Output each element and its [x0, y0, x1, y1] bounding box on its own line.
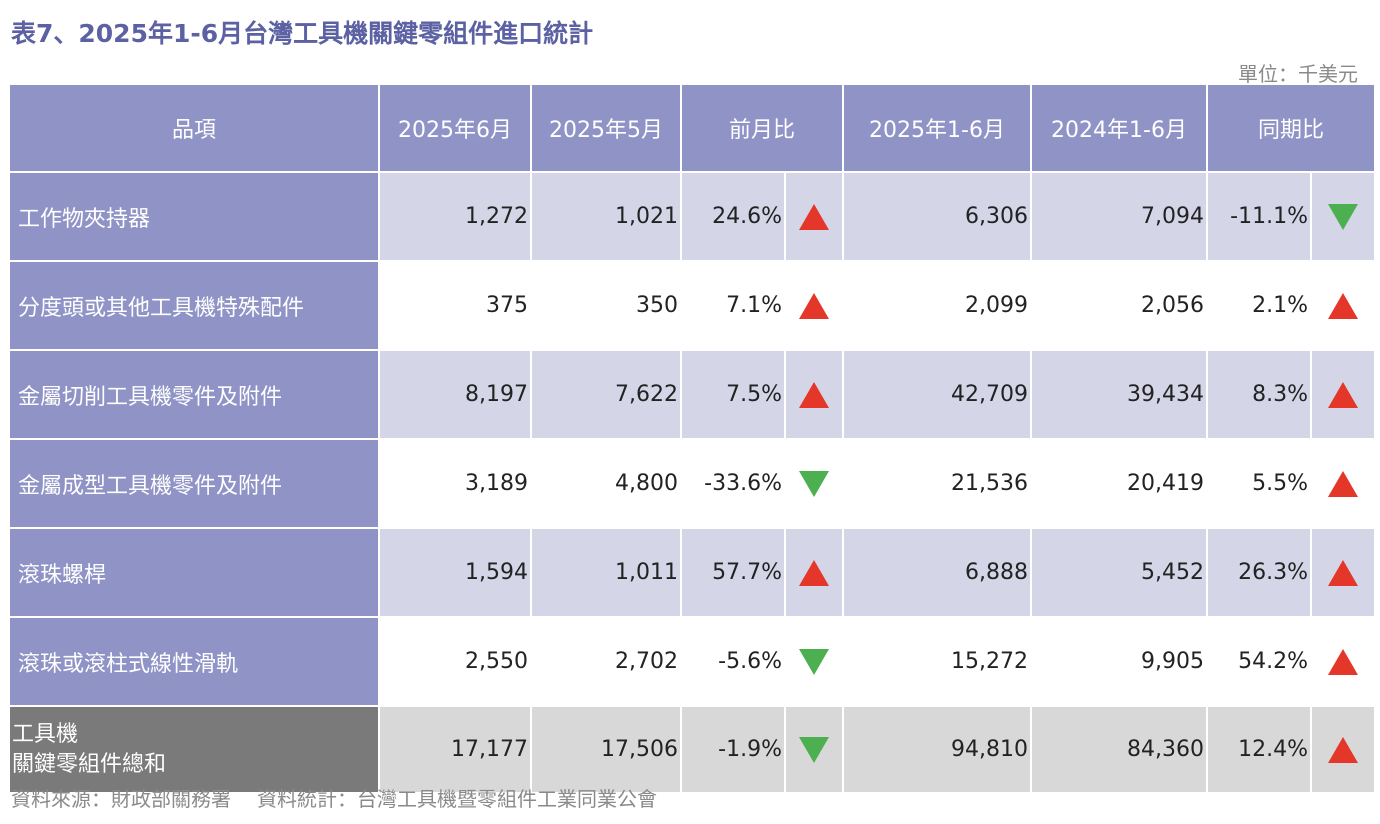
cell-mom: 7.1%	[726, 293, 782, 318]
row-name: 金屬成型工具機零件及附件	[10, 440, 378, 527]
cell-may-2025: 2,702	[615, 649, 678, 674]
row-name: 分度頭或其他工具機特殊配件	[10, 262, 378, 349]
cell-jun-2025: 1,272	[380, 173, 530, 260]
cell-ytd-2024: 39,434	[1032, 351, 1206, 438]
data-source: 資料來源：財政部關務署	[11, 787, 231, 811]
cell-may-2025: 4,800	[615, 471, 678, 496]
cell-ytd-2024: 5,452	[1032, 529, 1206, 616]
cell-mom: -33.6%	[704, 471, 782, 496]
row-name: 工作物夾持器	[10, 173, 378, 260]
cell-ytd-2024: 7,094	[1032, 173, 1206, 260]
total-yoy: 12.4%	[1208, 707, 1310, 792]
mom-arrow-cell	[786, 440, 842, 527]
mom-arrow-cell	[786, 262, 842, 349]
cell-jun-2025: 375	[486, 293, 528, 318]
cell-mom: 7.5%	[682, 351, 784, 438]
trend-up-icon	[1328, 736, 1358, 763]
total-yoy-arrow-cell	[1312, 707, 1374, 792]
trend-up-icon	[1328, 381, 1358, 408]
yoy-arrow-cell	[1312, 440, 1374, 527]
total-may-2025: 17,506	[532, 707, 680, 792]
trend-up-icon	[1328, 470, 1358, 497]
trend-down-icon	[799, 736, 829, 763]
cell-ytd-2025: 6,306	[844, 173, 1030, 260]
cell-ytd-2024: 20,419	[1127, 471, 1204, 496]
trend-up-icon	[799, 203, 829, 230]
header-may-2025: 2025年5月	[532, 85, 680, 171]
total-mom: -1.9%	[682, 707, 784, 792]
trend-up-icon	[799, 381, 829, 408]
mom-arrow-cell	[786, 618, 842, 705]
cell-ytd-2025: 6,888	[844, 529, 1030, 616]
cell-ytd-2025: 2,099	[965, 293, 1028, 318]
cell-yoy: -11.1%	[1208, 173, 1310, 260]
header-month-over-month: 前月比	[682, 85, 842, 171]
cell-ytd-2024: 9,905	[1141, 649, 1204, 674]
cell-jun-2025: 2,550	[465, 649, 528, 674]
total-row-label: 工具機 關鍵零組件總和	[10, 707, 378, 792]
total-label-line2: 關鍵零組件總和	[12, 751, 167, 777]
import-statistics-table: 品項 2025年6月 2025年5月 前月比 2025年1-6月 2024年1-…	[10, 85, 1374, 792]
trend-down-icon	[1328, 203, 1358, 230]
header-jun-2025: 2025年6月	[380, 85, 530, 171]
data-compiled-by: 資料統計：台灣工具機暨零組件工業同業公會	[257, 787, 657, 811]
trend-up-icon	[1328, 559, 1358, 586]
page-title: 表7、2025年1-6月台灣工具機關鍵零組件進口統計	[11, 19, 594, 48]
total-label-line1: 工具機	[12, 721, 79, 747]
mom-arrow-cell	[786, 173, 842, 260]
cell-ytd-2024: 2,056	[1141, 293, 1204, 318]
cell-mom: 24.6%	[682, 173, 784, 260]
row-name: 金屬切削工具機零件及附件	[10, 351, 378, 438]
yoy-arrow-cell	[1312, 173, 1374, 260]
unit-label: 單位：千美元	[1238, 62, 1358, 86]
cell-yoy: 5.5%	[1252, 471, 1308, 496]
cell-jun-2025: 8,197	[380, 351, 530, 438]
source-note: 資料來源：財政部關務署 資料統計：台灣工具機暨零組件工業同業公會	[11, 783, 657, 812]
cell-ytd-2025: 42,709	[844, 351, 1030, 438]
yoy-arrow-cell	[1312, 262, 1374, 349]
cell-mom: 57.7%	[682, 529, 784, 616]
header-ytd-2024: 2024年1-6月	[1032, 85, 1206, 171]
header-item: 品項	[10, 85, 378, 171]
cell-jun-2025: 3,189	[465, 471, 528, 496]
cell-ytd-2025: 21,536	[951, 471, 1028, 496]
cell-ytd-2025: 15,272	[951, 649, 1028, 674]
trend-up-icon	[1328, 648, 1358, 675]
yoy-arrow-cell	[1312, 618, 1374, 705]
trend-down-icon	[799, 648, 829, 675]
cell-may-2025: 1,011	[532, 529, 680, 616]
mom-arrow-cell	[786, 351, 842, 438]
trend-up-icon	[799, 559, 829, 586]
cell-may-2025: 7,622	[532, 351, 680, 438]
total-mom-arrow-cell	[786, 707, 842, 792]
cell-yoy: 26.3%	[1208, 529, 1310, 616]
cell-yoy: 8.3%	[1208, 351, 1310, 438]
cell-may-2025: 1,021	[532, 173, 680, 260]
header-ytd-2025: 2025年1-6月	[844, 85, 1030, 171]
trend-down-icon	[799, 470, 829, 497]
header-year-over-year: 同期比	[1208, 85, 1374, 171]
cell-may-2025: 350	[636, 293, 678, 318]
yoy-arrow-cell	[1312, 529, 1374, 616]
cell-mom: -5.6%	[718, 649, 782, 674]
cell-yoy: 2.1%	[1252, 293, 1308, 318]
row-name: 滾珠或滾柱式線性滑軌	[10, 618, 378, 705]
trend-up-icon	[799, 292, 829, 319]
cell-yoy: 54.2%	[1238, 649, 1308, 674]
total-ytd-2024: 84,360	[1032, 707, 1206, 792]
row-name: 滾珠螺桿	[10, 529, 378, 616]
cell-jun-2025: 1,594	[380, 529, 530, 616]
mom-arrow-cell	[786, 529, 842, 616]
yoy-arrow-cell	[1312, 351, 1374, 438]
total-jun-2025: 17,177	[380, 707, 530, 792]
total-ytd-2025: 94,810	[844, 707, 1030, 792]
trend-up-icon	[1328, 292, 1358, 319]
